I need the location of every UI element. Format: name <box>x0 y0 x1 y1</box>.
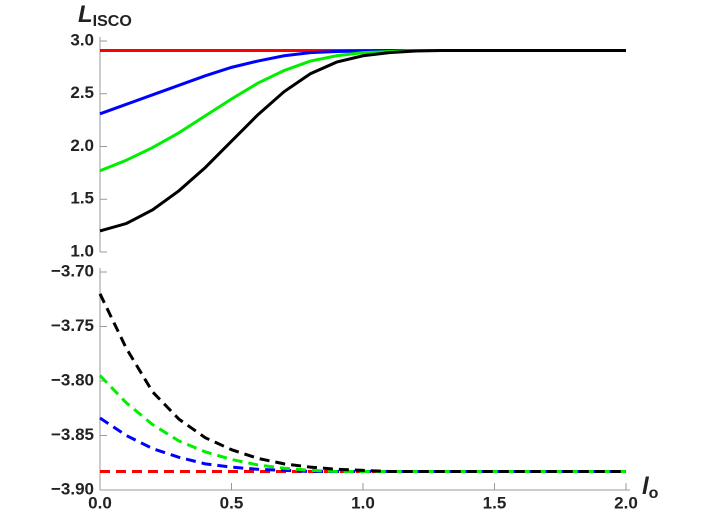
y-tick-label: 2.5 <box>70 83 94 102</box>
y-label-main: L <box>78 1 93 28</box>
y-tick-label: 1.5 <box>70 189 94 208</box>
x-tick-label: 2.0 <box>614 493 638 512</box>
y-axis-label: LISCO <box>78 1 132 30</box>
x-axis-label: lo <box>642 473 659 502</box>
x-label-main: l <box>642 473 650 500</box>
y-tick-label: −3.75 <box>51 316 94 335</box>
x-label-sub: o <box>649 485 659 502</box>
series-line <box>99 48 626 233</box>
series-line <box>99 48 626 116</box>
y-tick-label: 1.0 <box>70 241 94 260</box>
x-tick-label: 1.0 <box>351 493 375 512</box>
x-tick-label: 0.0 <box>88 493 112 512</box>
y-tick-label: −3.70 <box>51 261 94 280</box>
y-tick-label: −3.85 <box>51 425 94 444</box>
x-tick-label: 0.5 <box>220 493 244 512</box>
y-tick-label: 2.0 <box>70 136 94 155</box>
series-line <box>98 293 626 473</box>
series-line <box>99 48 626 173</box>
y-tick-label: −3.90 <box>51 479 94 498</box>
y-tick-label: −3.80 <box>51 370 94 389</box>
y-label-sub: ISCO <box>93 13 132 30</box>
series-line <box>99 416 626 473</box>
y-tick-label: 3.0 <box>70 30 94 49</box>
x-tick-label: 1.5 <box>483 493 507 512</box>
